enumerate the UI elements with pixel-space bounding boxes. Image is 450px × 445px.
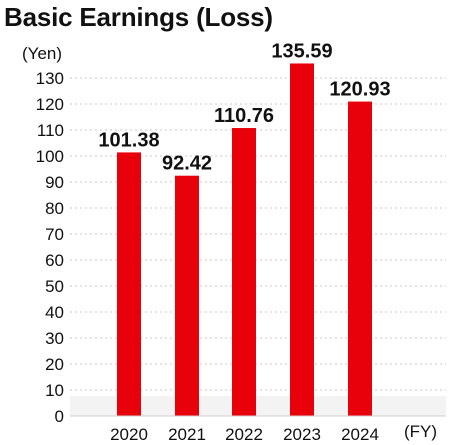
y-tick-label: 10 <box>45 381 64 400</box>
bar <box>117 152 141 417</box>
x-tick-label: 2022 <box>225 425 263 444</box>
y-tick-label: 110 <box>37 121 64 140</box>
x-tick-label: 2024 <box>341 425 379 444</box>
bar <box>175 175 199 416</box>
x-tick-labels: 2020 2021 2022 2023 2024 <box>110 425 379 444</box>
y-tick-label: 60 <box>45 251 64 270</box>
bar <box>232 128 256 417</box>
data-label: 101.38 <box>98 129 159 151</box>
y-tick-label: 70 <box>45 225 64 244</box>
y-tick-label: 130 <box>36 69 64 88</box>
y-tick-label: 80 <box>45 199 64 218</box>
bar <box>290 63 314 416</box>
y-tick-label: 120 <box>36 95 64 114</box>
x-tick-label: 2020 <box>110 425 148 444</box>
y-tick-label: 40 <box>45 303 64 322</box>
bars <box>117 63 372 417</box>
y-tick-label: 50 <box>45 277 64 296</box>
y-tick-label: 30 <box>45 329 64 348</box>
x-axis-unit-label: (FY) <box>404 422 438 441</box>
y-tick-label: 100 <box>36 147 64 166</box>
y-tick-label: 20 <box>45 355 64 374</box>
y-tick-labels: 0 10 20 30 40 50 60 70 80 90 100 110 120 130 <box>36 69 64 426</box>
data-label: 110.76 <box>214 105 274 127</box>
data-label: 120.93 <box>329 79 390 101</box>
y-tick-label: 90 <box>45 173 64 192</box>
x-tick-label: 2021 <box>168 425 206 444</box>
x-tick-label: 2023 <box>283 425 321 444</box>
data-label: 92.42 <box>162 153 212 175</box>
y-axis-unit-label: (Yen) <box>22 44 63 63</box>
y-tick-label: 0 <box>55 407 64 426</box>
data-label: 135.59 <box>271 40 332 62</box>
bar <box>348 101 372 416</box>
chart-title: Basic Earnings (Loss) <box>4 2 273 32</box>
